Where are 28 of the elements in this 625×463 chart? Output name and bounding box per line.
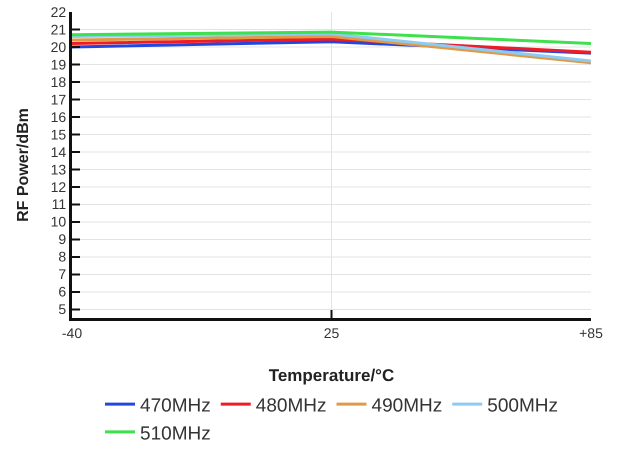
y-tick-label: 12: [50, 178, 66, 195]
y-tick-label: 10: [50, 214, 66, 230]
y-tick-label: 7: [58, 266, 66, 282]
y-tick-label: 8: [58, 248, 66, 265]
y-tick-label: 15: [50, 126, 66, 142]
x-tick-label: +85: [579, 324, 604, 341]
y-tick-label: 9: [58, 231, 66, 248]
y-tick-label: 16: [50, 108, 66, 125]
legend-label: 480MHz: [256, 396, 326, 417]
y-axis-title: RF Power/dBm: [15, 108, 32, 222]
y-tick-label: 14: [50, 144, 66, 160]
legend-label: 490MHz: [372, 396, 442, 417]
legend-label: 510MHz: [140, 423, 211, 444]
legend-label: 470MHz: [140, 396, 211, 417]
x-tick-label: 25: [324, 324, 340, 341]
y-tick-label: 21: [50, 21, 66, 38]
y-tick-label: 20: [50, 38, 66, 55]
y-tick-label: 5: [58, 301, 66, 318]
y-tick-label: 13: [50, 161, 66, 178]
y-tick-label: 6: [58, 284, 66, 300]
y-tick-label: 19: [50, 56, 66, 72]
x-axis-title: Temperature/°C: [268, 366, 394, 385]
y-tick-label: 18: [50, 74, 66, 90]
x-tick-label: -40: [62, 324, 82, 341]
y-tick-label: 17: [50, 91, 66, 108]
legend-label: 500MHz: [487, 396, 558, 417]
y-tick-label: 22: [50, 4, 66, 20]
y-tick-label: 11: [52, 196, 66, 212]
